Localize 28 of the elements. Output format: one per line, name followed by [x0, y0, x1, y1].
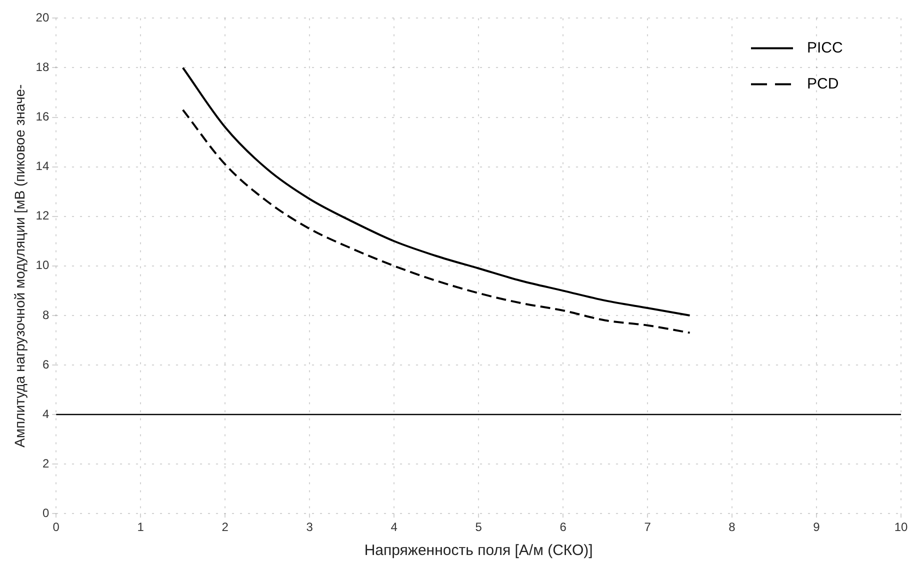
x-tick-label: 1 [137, 520, 144, 534]
legend-label: PCD [807, 75, 839, 92]
y-tick-label: 20 [36, 10, 50, 25]
y-tick-label: 10 [36, 258, 50, 272]
x-tick-label: 7 [644, 520, 652, 534]
x-tick-label: 2 [222, 520, 229, 534]
line-series [182, 66, 691, 316]
legend-label: PICC [807, 39, 844, 56]
y-tick-label: 0 [42, 506, 50, 520]
y-tick-label: 16 [36, 110, 50, 124]
y-tick-label: 2 [42, 456, 50, 470]
x-tick-label: 0 [52, 520, 60, 534]
y-tick-label: 14 [36, 159, 50, 174]
x-tick-label: 9 [813, 520, 820, 534]
x-tick-label: 3 [306, 520, 314, 534]
line-series [182, 108, 691, 334]
y-axis-title: Амплитуда нагрузочной модуляции [мВ (пиковое значе- [11, 84, 28, 448]
x-tick-label: 8 [728, 520, 736, 534]
y-tick-label: 18 [36, 60, 50, 74]
x-tick-label: 10 [894, 520, 908, 534]
x-axis-title: Напряженность поля [А/м (СКО)] [364, 542, 593, 560]
x-tick-label: 4 [390, 520, 398, 534]
y-tick-label: 4 [42, 406, 50, 421]
y-tick-label: 8 [42, 308, 50, 322]
y-tick-label: 12 [36, 208, 50, 223]
x-tick-label: 6 [560, 520, 567, 534]
y-tick-label: 6 [42, 357, 50, 372]
x-tick-label: 5 [475, 520, 482, 534]
